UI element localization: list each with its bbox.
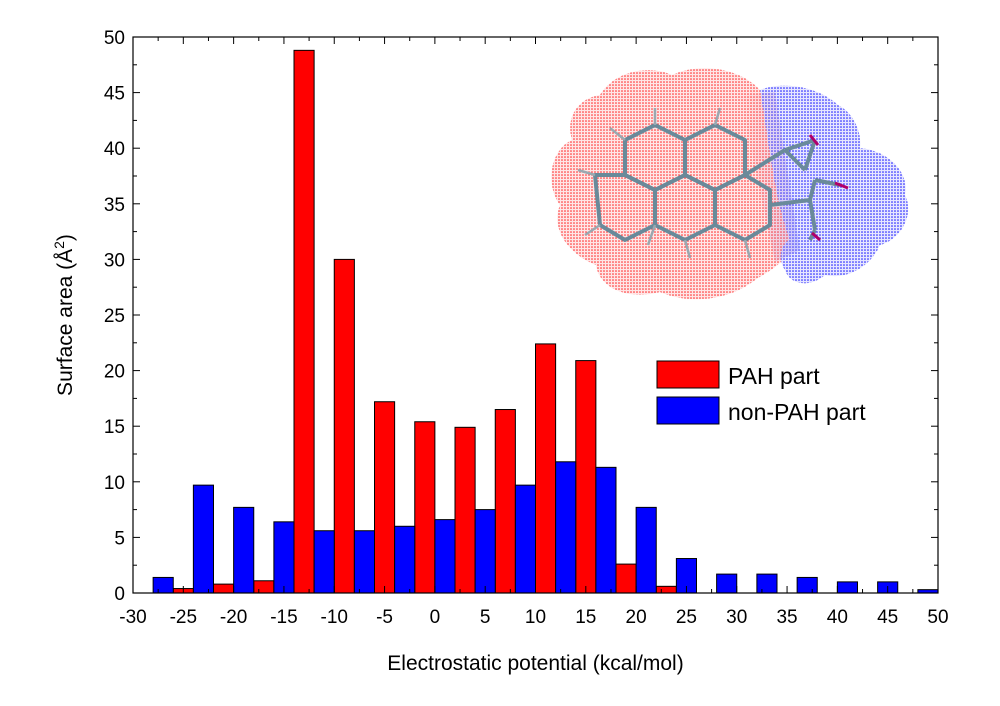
molecule-surface-blend <box>740 92 800 262</box>
bar-pah-8 <box>494 409 516 594</box>
x-tick-label-13: 35 <box>776 607 797 628</box>
y-tick-label-10: 50 <box>104 28 125 49</box>
y-axis-title-close: ) <box>54 234 77 241</box>
bar-pah-5 <box>374 401 396 594</box>
molecule-hydrogens <box>577 107 752 259</box>
legend-swatch-non-pah <box>656 396 720 425</box>
bar-non-pah-14 <box>716 573 738 594</box>
plot-frame <box>132 36 939 594</box>
bar-non-pah-17 <box>836 581 858 594</box>
bar-non-pah-3 <box>273 521 295 594</box>
x-tick-label-0: -30 <box>119 607 146 628</box>
legend-label-non-pah: non-PAH part <box>728 399 866 425</box>
x-tick-label-3: -15 <box>270 607 297 628</box>
x-axis-ticks: -30 -25 -20 -15 -10 -5 0 5 10 15 20 25 30 35 40 45 50 <box>119 37 949 628</box>
bars-group <box>152 49 939 594</box>
y-axis-title-main: Surface area ( <box>54 263 77 396</box>
x-tick-label-5: -5 <box>376 607 393 628</box>
legend-swatch-pah <box>656 360 720 389</box>
y-tick-label-5: 25 <box>104 306 125 327</box>
bar-non-pah-16 <box>796 576 818 594</box>
y-tick-label-6: 30 <box>104 250 125 271</box>
bar-non-pah-12 <box>635 506 657 594</box>
x-tick-label-16: 50 <box>927 607 948 628</box>
bar-pah-12 <box>655 585 677 594</box>
bar-non-pah-2 <box>233 506 255 594</box>
bar-non-pah-15 <box>756 573 778 594</box>
molecule-surface-inset <box>551 68 909 300</box>
bar-non-pah-8 <box>474 509 496 594</box>
bar-pah-1 <box>213 583 235 594</box>
y-tick-label-4: 20 <box>104 362 125 383</box>
bar-pah-6 <box>414 421 436 594</box>
y-tick-label-1: 5 <box>114 528 125 549</box>
y-axis-title: Surface area (Å2) <box>51 234 77 396</box>
bar-non-pah-6 <box>394 525 416 594</box>
bar-pah-2 <box>253 580 275 594</box>
x-tick-label-2: -20 <box>220 607 247 628</box>
legend: PAH part non-PAH part <box>656 360 866 425</box>
molecule-heteroatoms <box>808 134 849 242</box>
bar-pah-11 <box>615 563 637 594</box>
bar-non-pah-5 <box>353 530 375 594</box>
bar-pah-7 <box>454 426 476 594</box>
bar-non-pah-7 <box>434 519 456 594</box>
x-tick-label-6: 0 <box>430 607 441 628</box>
bar-non-pah-9 <box>514 484 536 594</box>
x-tick-label-4: -10 <box>321 607 348 628</box>
y-tick-label-8: 40 <box>104 139 125 160</box>
y-tick-label-7: 35 <box>104 195 125 216</box>
x-axis-title: Electrostatic potential (kcal/mol) <box>387 652 683 675</box>
bar-non-pah-11 <box>595 466 617 594</box>
x-tick-label-15: 45 <box>877 607 898 628</box>
y-axis-ticks: 0 5 10 15 20 25 30 35 40 45 50 <box>104 28 938 605</box>
x-tick-label-8: 10 <box>525 607 546 628</box>
y-tick-label-0: 0 <box>114 584 125 605</box>
x-tick-label-10: 20 <box>626 607 647 628</box>
x-tick-label-9: 15 <box>575 607 596 628</box>
bar-non-pah-1 <box>192 484 214 594</box>
x-tick-label-11: 25 <box>676 607 697 628</box>
y-axis-title-exponent: 2 <box>51 241 67 249</box>
legend-label-pah: PAH part <box>728 363 820 389</box>
bar-non-pah-4 <box>313 530 335 594</box>
y-tick-label-9: 45 <box>104 84 125 105</box>
bar-pah-9 <box>535 343 557 594</box>
bar-non-pah-10 <box>555 461 577 594</box>
bar-pah-3 <box>293 49 315 594</box>
y-tick-label-2: 10 <box>104 473 125 494</box>
bar-pah-10 <box>575 360 597 594</box>
bar-pah-4 <box>333 258 355 594</box>
x-tick-label-12: 30 <box>726 607 747 628</box>
x-tick-label-1: -25 <box>170 607 197 628</box>
bar-non-pah-0 <box>152 576 174 594</box>
y-tick-label-3: 15 <box>104 417 125 438</box>
x-tick-label-14: 40 <box>827 607 848 628</box>
y-axis-title-unit: Å <box>54 249 77 263</box>
x-tick-label-7: 5 <box>480 607 491 628</box>
